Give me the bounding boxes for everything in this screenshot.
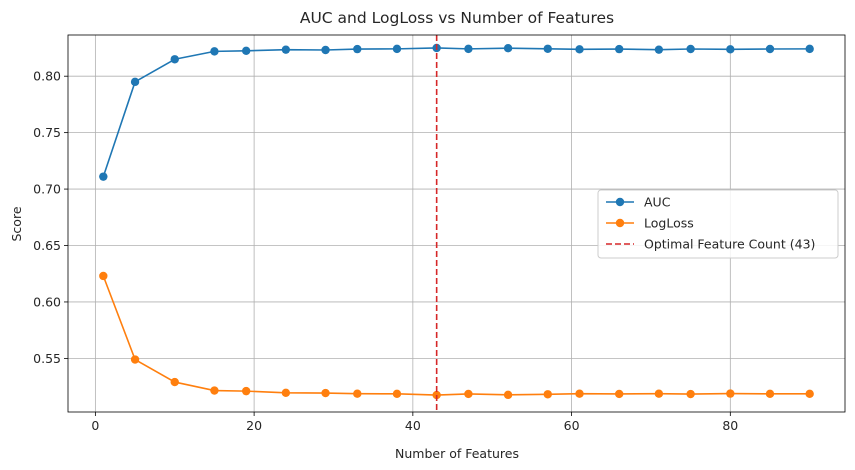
y-tick-label: 0.60 xyxy=(33,294,61,309)
data-point-auc xyxy=(170,55,179,64)
data-point-auc xyxy=(726,45,735,54)
data-point-logloss xyxy=(321,388,330,398)
data-point-auc xyxy=(615,44,624,54)
legend-swatch-marker xyxy=(615,197,625,207)
data-point-auc xyxy=(99,172,108,181)
x-tick-label: 20 xyxy=(246,418,262,433)
data-point-auc xyxy=(210,47,219,56)
series-line-auc xyxy=(102,47,810,177)
data-point-auc xyxy=(464,44,473,54)
data-point-logloss xyxy=(503,390,513,400)
data-point-auc xyxy=(543,44,552,53)
series-line-logloss xyxy=(102,275,810,396)
data-point-logloss xyxy=(130,355,140,364)
data-point-logloss xyxy=(575,389,584,398)
legend-label: AUC xyxy=(644,195,671,210)
data-point-auc xyxy=(765,44,775,54)
data-point-logloss xyxy=(654,389,664,398)
data-point-logloss xyxy=(805,389,814,399)
legend-label: Optimal Feature Count (43) xyxy=(644,237,815,252)
y-axis-label: Score xyxy=(9,206,24,241)
y-tick-label: 0.65 xyxy=(33,238,61,253)
data-point-logloss xyxy=(686,389,695,399)
data-point-auc xyxy=(321,45,330,55)
data-point-auc xyxy=(654,45,664,54)
data-point-logloss xyxy=(543,390,552,399)
data-point-logloss xyxy=(464,389,473,399)
axes: 0 20 40 60 80 0.55 0.60 0.65 0.70 0.75 0.80 xyxy=(33,69,738,433)
data-point-auc xyxy=(805,44,814,54)
legend-label: LogLoss xyxy=(644,216,694,231)
data-point-auc xyxy=(575,45,584,54)
data-point-logloss xyxy=(281,388,291,398)
data-point-logloss xyxy=(99,271,108,281)
x-tick-label: 0 xyxy=(91,418,99,433)
legend-box xyxy=(597,189,839,259)
legend: AUC LogLoss Optimal Feature Count (43) xyxy=(597,189,839,259)
x-axis-label: Number of Features xyxy=(395,446,519,461)
data-point-auc xyxy=(686,44,695,54)
chart-title: AUC and LogLoss vs Number of Features xyxy=(300,9,614,27)
plot-area xyxy=(99,35,814,412)
data-point-auc xyxy=(281,45,291,54)
data-point-auc xyxy=(503,44,513,53)
data-point-logloss xyxy=(170,377,179,387)
y-tick-label: 0.80 xyxy=(33,69,61,84)
data-point-logloss xyxy=(210,386,219,395)
data-point-logloss xyxy=(726,389,735,398)
data-point-auc xyxy=(392,44,402,54)
data-point-logloss xyxy=(353,389,362,398)
y-tick-label: 0.75 xyxy=(33,125,61,140)
data-point-logloss xyxy=(392,389,402,399)
y-tick-label: 0.55 xyxy=(33,351,61,366)
plot-frame xyxy=(67,34,846,413)
data-point-auc xyxy=(241,46,251,56)
y-tick-label: 0.70 xyxy=(33,182,61,197)
data-point-auc xyxy=(130,77,140,87)
data-point-auc xyxy=(353,44,362,54)
data-point-logloss xyxy=(241,386,251,396)
x-tick-label: 40 xyxy=(405,418,421,433)
x-tick-label: 80 xyxy=(722,418,738,433)
legend-swatch-marker xyxy=(615,218,625,228)
x-tick-label: 60 xyxy=(564,418,580,433)
data-point-logloss xyxy=(765,389,775,399)
grid xyxy=(68,35,845,412)
data-point-logloss xyxy=(615,389,624,399)
